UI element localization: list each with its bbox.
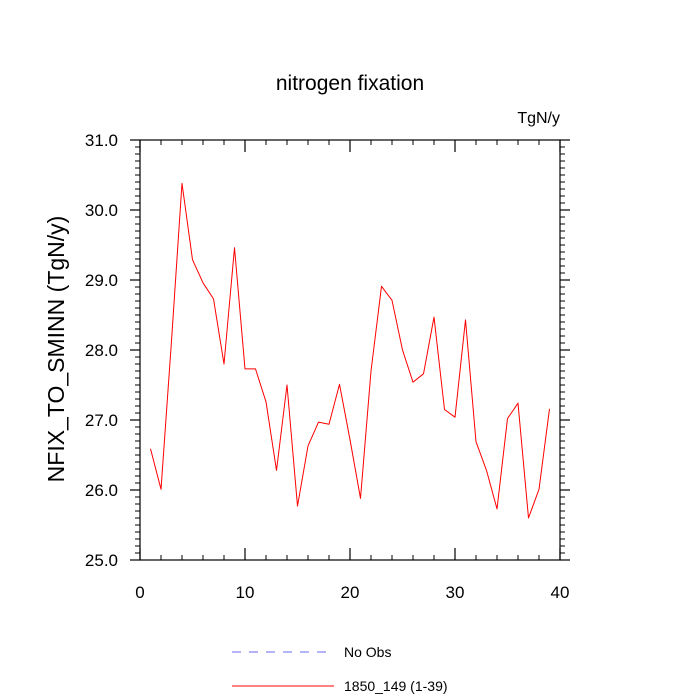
y-tick-label: 25.0 xyxy=(85,551,118,570)
y-tick-label: 27.0 xyxy=(85,411,118,430)
x-tick-label: 40 xyxy=(551,583,570,602)
series-line xyxy=(150,182,550,519)
x-tick-label: 10 xyxy=(236,583,255,602)
y-tick-label: 29.0 xyxy=(85,271,118,290)
x-tick-label: 30 xyxy=(446,583,465,602)
x-tick-labels: 0 10 20 30 40 xyxy=(135,583,569,602)
legend-label: 1850_149 (1-39) xyxy=(344,678,448,694)
data-series xyxy=(150,182,550,519)
y-tick-label: 30.0 xyxy=(85,201,118,220)
y-tick-label: 26.0 xyxy=(85,481,118,500)
x-tick-label: 20 xyxy=(341,583,360,602)
y-axis-label: NFIX_TO_SMINN (TgN/y) xyxy=(43,216,69,483)
legend: No Obs 1850_149 (1-39) xyxy=(232,644,448,694)
x-tick-label: 0 xyxy=(135,583,144,602)
y-tick-labels: 25.0 26.0 27.0 28.0 29.0 30.0 31.0 xyxy=(85,131,118,570)
y-tick-label: 28.0 xyxy=(85,341,118,360)
legend-label: No Obs xyxy=(344,644,391,660)
plot-frame xyxy=(139,139,561,561)
chart-title: nitrogen fixation xyxy=(276,72,424,95)
units-label: TgN/y xyxy=(517,110,560,127)
y-tick-label: 31.0 xyxy=(85,131,118,150)
plot-axes xyxy=(130,139,570,561)
